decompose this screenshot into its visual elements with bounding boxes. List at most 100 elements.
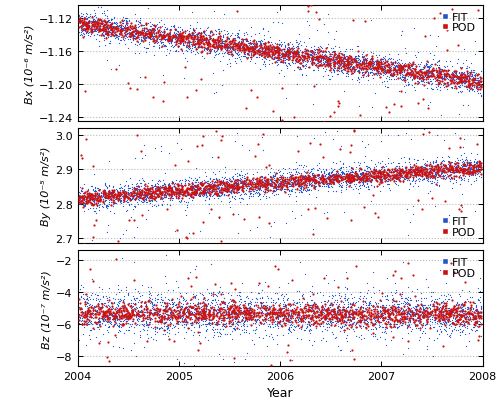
Point [242, 187, 250, 193]
Point [438, 306, 446, 313]
Point [140, 194, 147, 201]
Point [273, 48, 281, 55]
Point [261, 318, 269, 325]
Point [128, 309, 136, 316]
Point [220, 12, 228, 19]
Point [372, 299, 380, 306]
Point [337, 64, 345, 71]
Point [476, 309, 484, 316]
Point [326, 180, 334, 187]
Point [307, 314, 315, 320]
Point [449, 80, 457, 86]
Point [322, 308, 330, 314]
Point [414, 311, 422, 318]
Point [92, 314, 100, 321]
Point [89, 202, 97, 209]
Point [201, 189, 209, 196]
Point [394, 170, 402, 177]
Point [116, 29, 124, 36]
Point [138, 318, 146, 324]
Point [408, 310, 416, 317]
Point [176, 33, 184, 39]
Point [293, 312, 301, 318]
Point [269, 52, 277, 58]
Point [76, 14, 84, 20]
Point [121, 312, 129, 318]
Point [119, 321, 127, 328]
Point [94, 193, 102, 200]
Point [457, 167, 465, 174]
Point [240, 323, 248, 330]
Point [389, 68, 397, 74]
Point [244, 32, 252, 38]
Point [306, 51, 314, 58]
Point [312, 178, 320, 185]
Point [245, 47, 253, 53]
Point [86, 303, 94, 310]
Point [286, 319, 294, 326]
Point [185, 31, 193, 37]
Point [144, 31, 152, 38]
Point [122, 189, 130, 196]
Point [254, 190, 262, 197]
Point [166, 321, 174, 328]
Point [238, 182, 246, 189]
Point [268, 182, 276, 189]
Point [389, 307, 397, 314]
Point [364, 184, 372, 191]
Point [219, 298, 227, 304]
Point [248, 181, 256, 187]
Point [242, 293, 250, 299]
Point [75, 199, 83, 205]
Point [462, 343, 469, 349]
Point [474, 171, 482, 178]
Point [198, 178, 206, 185]
Point [260, 314, 268, 321]
Point [329, 45, 337, 52]
Point [354, 44, 362, 51]
Point [398, 166, 406, 173]
Point [314, 58, 322, 65]
Point [403, 311, 411, 317]
Point [356, 182, 364, 189]
Point [257, 319, 265, 326]
Point [266, 306, 274, 312]
Point [201, 37, 209, 44]
Point [234, 176, 242, 183]
Point [155, 27, 163, 34]
Point [305, 23, 313, 29]
Point [342, 73, 350, 80]
Point [302, 174, 310, 180]
Point [192, 41, 200, 48]
Point [223, 176, 231, 182]
Point [312, 290, 320, 297]
Point [225, 316, 233, 322]
Point [88, 321, 96, 327]
Point [132, 190, 140, 196]
Point [172, 194, 180, 201]
Point [130, 30, 138, 36]
Point [265, 45, 273, 52]
Point [332, 57, 340, 63]
Point [282, 310, 290, 316]
Point [458, 65, 466, 72]
Point [164, 306, 172, 312]
Point [422, 161, 430, 167]
Point [373, 174, 381, 181]
Point [461, 314, 469, 321]
Point [412, 63, 420, 70]
Point [86, 17, 94, 24]
Point [282, 96, 290, 102]
Point [453, 162, 461, 169]
Point [458, 164, 466, 171]
Point [175, 298, 183, 305]
Point [459, 317, 467, 324]
Point [90, 222, 98, 228]
Point [431, 159, 439, 166]
Point [463, 170, 471, 177]
Point [184, 44, 192, 50]
Point [362, 313, 370, 319]
Point [188, 319, 196, 326]
Point [416, 76, 424, 83]
Point [270, 309, 278, 315]
